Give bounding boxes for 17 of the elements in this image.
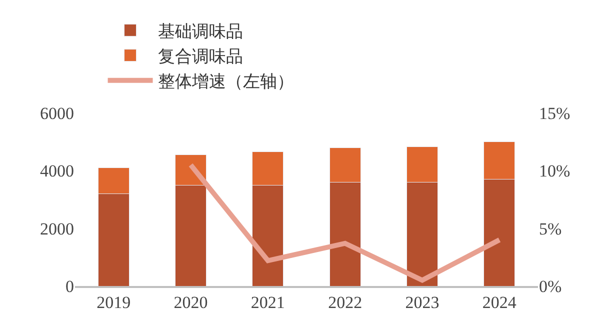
x-tick-label: 2019 bbox=[96, 293, 131, 312]
y-tick-label: 0 bbox=[66, 276, 74, 296]
y-tick-label: 6000 bbox=[40, 104, 74, 123]
y2-tick-label: 10% bbox=[539, 162, 570, 181]
x-tick-label: 2022 bbox=[328, 293, 362, 312]
x-tick-label: 2024 bbox=[482, 293, 517, 312]
legend-label: 复合调味品 bbox=[158, 46, 243, 66]
x-tick-label: 2023 bbox=[405, 293, 440, 312]
y2-tick-label: 0% bbox=[539, 276, 562, 296]
y-tick-label: 2000 bbox=[40, 219, 74, 238]
legend-label: 整体增速（左轴） bbox=[158, 72, 294, 92]
y2-tick-label: 5% bbox=[539, 219, 562, 238]
x-tick-label: 2021 bbox=[250, 293, 285, 312]
y-tick-label: 4000 bbox=[40, 162, 74, 181]
x-tick-label: 2020 bbox=[174, 293, 208, 312]
y2-tick-label: 15% bbox=[539, 104, 570, 123]
legend-label: 基础调味品 bbox=[158, 22, 243, 41]
